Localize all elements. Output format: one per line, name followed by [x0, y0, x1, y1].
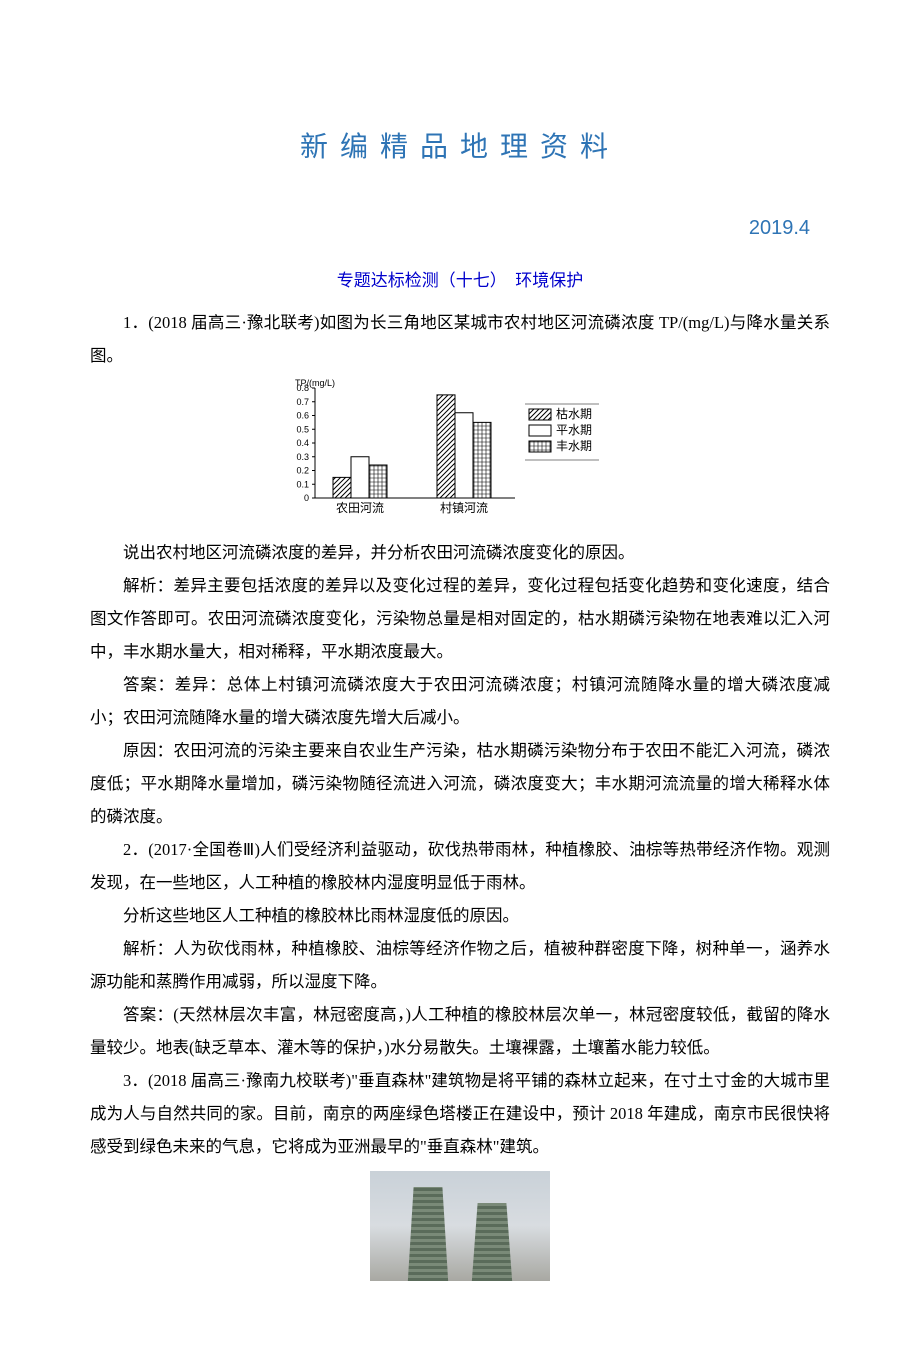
- svg-text:0.2: 0.2: [296, 466, 309, 476]
- svg-text:0.1: 0.1: [296, 479, 309, 489]
- svg-text:0.5: 0.5: [296, 424, 309, 434]
- svg-text:0.4: 0.4: [296, 438, 309, 448]
- q2-text: 2．(2017·全国卷Ⅲ)人们受经济利益驱动，砍伐热带雨林，种植橡胶、油棕等热带…: [90, 833, 830, 899]
- q1-chart: TP/(mg/L)00.10.20.30.40.50.60.70.8农田河流村镇…: [90, 378, 830, 528]
- svg-text:枯水期: 枯水期: [556, 406, 592, 421]
- svg-text:农田河流: 农田河流: [336, 501, 384, 515]
- svg-text:丰水期: 丰水期: [556, 439, 592, 453]
- tower-right: [468, 1203, 516, 1281]
- date: 2019.4: [90, 208, 830, 248]
- svg-text:0.8: 0.8: [296, 383, 309, 393]
- svg-text:平水期: 平水期: [556, 423, 592, 437]
- subtitle: 专题达标检测（十七） 环境保护: [90, 264, 830, 298]
- q3-text: 3．(2018 届高三·豫南九校联考)"垂直森林"建筑物是将平铺的森林立起来，在…: [90, 1064, 830, 1163]
- svg-text:村镇河流: 村镇河流: [440, 501, 488, 515]
- main-title: 新编精品地理资料: [90, 120, 830, 176]
- vertical-forest-photo: [370, 1171, 550, 1281]
- tower-left: [404, 1187, 452, 1281]
- q1-answer2: 原因：农田河流的污染主要来自农业生产污染，枯水期磷污染物分布于农田不能汇入河流，…: [90, 734, 830, 833]
- svg-text:0.7: 0.7: [296, 397, 309, 407]
- q1-prompt: 说出农村地区河流磷浓度的差异，并分析农田河流磷浓度变化的原因。: [90, 536, 830, 569]
- svg-text:0.6: 0.6: [296, 411, 309, 421]
- bar-chart-svg: TP/(mg/L)00.10.20.30.40.50.60.70.8农田河流村镇…: [270, 378, 650, 528]
- q3-image: [90, 1171, 830, 1281]
- q2-answer: 答案：(天然林层次丰富，林冠密度高，)人工种植的橡胶林层次单一，林冠密度较低，截…: [90, 998, 830, 1064]
- q2-prompt: 分析这些地区人工种植的橡胶林比雨林湿度低的原因。: [90, 899, 830, 932]
- svg-text:0: 0: [304, 493, 309, 503]
- q1-analysis: 解析：差异主要包括浓度的差异以及变化过程的差异，变化过程包括变化趋势和变化速度，…: [90, 569, 830, 668]
- q2-analysis: 解析：人为砍伐雨林，种植橡胶、油棕等经济作物之后，植被种群密度下降，树种单一，涵…: [90, 932, 830, 998]
- q1-text: 1．(2018 届高三·豫北联考)如图为长三角地区某城市农村地区河流磷浓度 TP…: [90, 306, 830, 372]
- q1-answer1: 答案：差异：总体上村镇河流磷浓度大于农田河流磷浓度；村镇河流随降水量的增大磷浓度…: [90, 668, 830, 734]
- document-page: 新编精品地理资料 2019.4 专题达标检测（十七） 环境保护 1．(2018 …: [0, 0, 920, 1349]
- svg-text:0.3: 0.3: [296, 452, 309, 462]
